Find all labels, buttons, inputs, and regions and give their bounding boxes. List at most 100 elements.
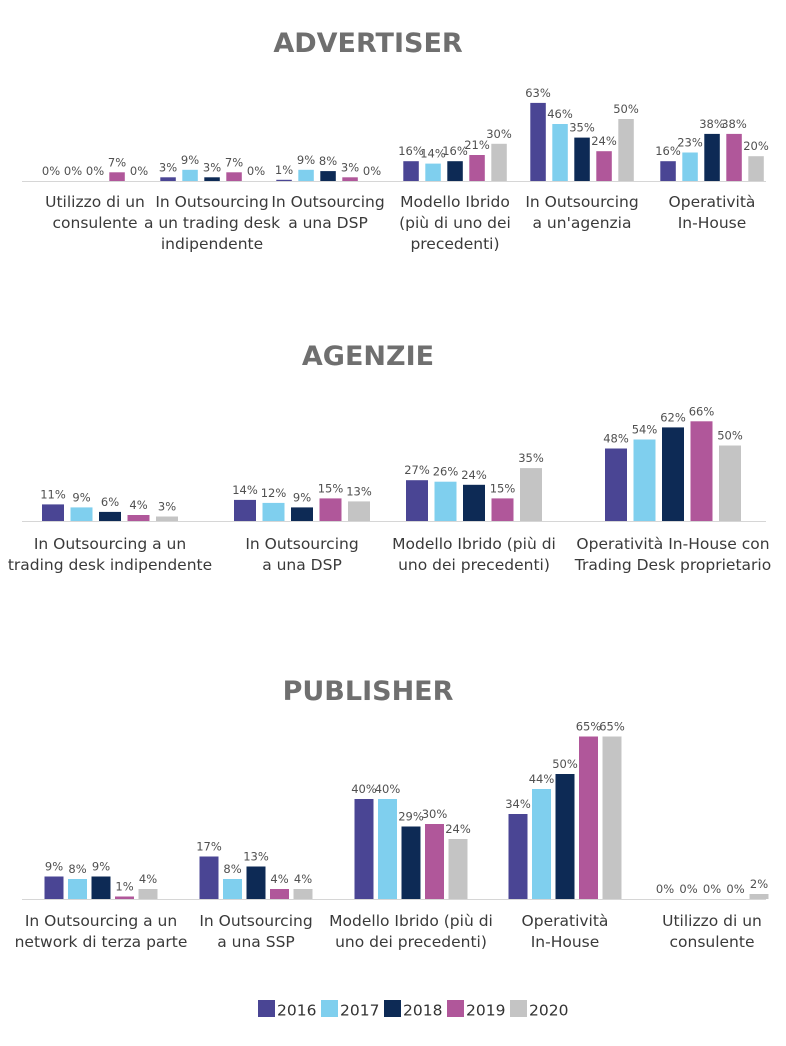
chart-title: PUBLISHER — [283, 676, 454, 707]
data-label: 26% — [433, 465, 459, 479]
category-label: a un'agenzia — [533, 214, 632, 232]
bar-2017 — [298, 169, 314, 181]
bar-2020 — [749, 894, 769, 899]
data-label: 4% — [129, 498, 147, 512]
bar-2017 — [68, 879, 87, 899]
data-label: 0% — [363, 164, 381, 178]
legend-label-2019: 2019 — [466, 1002, 505, 1020]
legend-swatch-2016 — [258, 1000, 275, 1017]
data-label: 8% — [319, 154, 337, 168]
data-label: 30% — [422, 807, 448, 821]
data-label: 3% — [203, 160, 221, 174]
data-label: 62% — [660, 410, 686, 424]
data-label: 1% — [275, 163, 293, 177]
bar-2016 — [605, 448, 627, 521]
bar-2018 — [704, 133, 720, 181]
bar-2019 — [270, 889, 289, 899]
category-label: Operatività — [669, 193, 756, 211]
legend-swatch-2018 — [384, 1000, 401, 1017]
data-label: 15% — [318, 481, 344, 495]
data-label: 1% — [115, 880, 133, 894]
legend-swatch-2019 — [447, 1000, 464, 1017]
chart-panel-publisher: PUBLISHER 9% 8% 9% 1% 4% In Outsourcing a un ne… — [15, 676, 769, 951]
data-label: 9% — [72, 490, 90, 504]
chart-title: AGENZIE — [302, 341, 434, 372]
category-label: a una DSP — [288, 214, 368, 232]
data-label: 13% — [346, 484, 372, 498]
bar-2017 — [532, 789, 551, 899]
bar-2017 — [682, 152, 698, 181]
legend-label-2016: 2016 — [277, 1002, 316, 1020]
bar-2018 — [463, 484, 485, 521]
data-label: 35% — [518, 451, 544, 465]
data-label: 66% — [689, 404, 715, 418]
data-label: 21% — [464, 138, 490, 152]
category-label: Operatività In-House con — [576, 535, 769, 553]
bar-2020 — [602, 736, 622, 899]
data-label: 2% — [750, 877, 768, 891]
data-label: 15% — [490, 481, 516, 495]
category-label: network di terza parte — [15, 933, 188, 951]
category-label: consulente — [669, 933, 754, 951]
data-label: 16% — [655, 144, 681, 158]
data-label: 0% — [247, 164, 265, 178]
data-label: 34% — [505, 797, 531, 811]
bar-2018 — [401, 826, 421, 899]
category-label: Trading Desk proprietario — [574, 556, 771, 574]
bar-2018 — [91, 876, 111, 899]
bar-2019 — [342, 177, 358, 181]
bar-2018 — [99, 511, 121, 521]
data-label: 9% — [92, 860, 110, 874]
data-label: 40% — [375, 782, 401, 796]
bar-2019 — [469, 155, 485, 181]
category-label: In Outsourcing a un — [34, 535, 186, 553]
data-label: 30% — [486, 127, 512, 141]
data-label: 8% — [223, 862, 241, 876]
data-label: 27% — [404, 463, 430, 477]
category-label: trading desk indipendente — [8, 556, 212, 574]
data-label: 65% — [576, 720, 602, 734]
data-label: 0% — [656, 882, 674, 896]
category-label: (più di uno dei — [399, 214, 511, 232]
data-label: 3% — [341, 160, 359, 174]
bar-2016 — [160, 177, 176, 181]
bar-2018 — [555, 774, 575, 899]
data-label: 29% — [398, 810, 424, 824]
category-label: In-House — [678, 214, 747, 232]
legend-label-2020: 2020 — [529, 1002, 568, 1020]
category-label: a una SSP — [217, 933, 295, 951]
category-label: precedenti) — [410, 235, 499, 253]
category-label: In Outsourcing — [155, 193, 268, 211]
legend-label-2018: 2018 — [403, 1002, 442, 1020]
data-label: 0% — [130, 164, 148, 178]
category-label: Utilizzo di un — [45, 193, 145, 211]
data-label: 6% — [101, 495, 119, 509]
category-label: Modello Ibrido — [400, 193, 510, 211]
legend-label-2017: 2017 — [340, 1002, 379, 1020]
category-label: Modello Ibrido (più di — [392, 535, 556, 553]
bar-2017 — [223, 879, 242, 899]
bar-2018 — [291, 507, 313, 521]
bar-2018 — [246, 866, 266, 899]
data-label: 0% — [42, 164, 60, 178]
legend: 2016 2017 2018 2019 2020 — [258, 1000, 568, 1020]
category-label: consulente — [52, 214, 137, 232]
bar-2020 — [719, 445, 741, 521]
bar-2019 — [491, 498, 514, 521]
data-label: 0% — [703, 882, 721, 896]
bar-2019 — [690, 421, 713, 521]
bar-2017 — [552, 124, 568, 181]
bar-2020 — [520, 468, 542, 521]
category-label: a una DSP — [262, 556, 342, 574]
bar-2020 — [156, 516, 178, 521]
data-label: 4% — [294, 872, 312, 886]
bar-2018 — [574, 137, 590, 181]
bar-2019 — [425, 824, 444, 899]
bar-2020 — [618, 119, 634, 181]
bar-2019 — [127, 515, 150, 521]
bar-2019 — [115, 896, 134, 899]
data-label: 4% — [270, 872, 288, 886]
data-label: 44% — [529, 772, 555, 786]
data-label: 13% — [243, 850, 269, 864]
